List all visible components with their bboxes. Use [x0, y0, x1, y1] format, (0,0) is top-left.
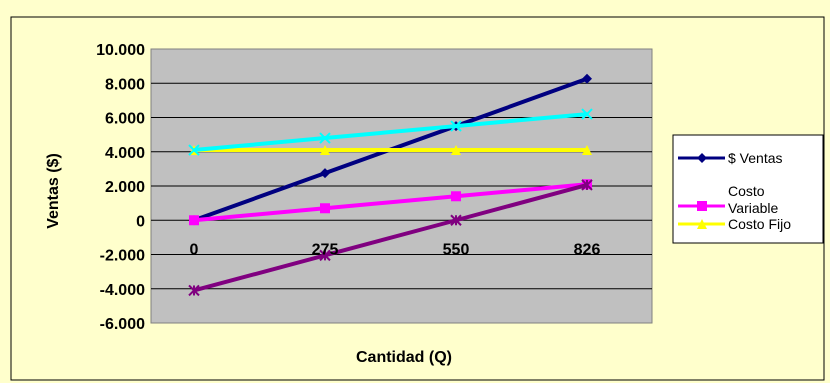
- x-tick-label: 826: [574, 241, 601, 258]
- y-tick-label: -6.000: [100, 316, 145, 333]
- y-tick-label: 0: [136, 213, 145, 230]
- x-axis-title: Cantidad (Q): [356, 349, 452, 366]
- y-tick-label: 2.000: [105, 179, 145, 196]
- data-point: [189, 215, 199, 226]
- data-point: [320, 203, 330, 214]
- series-4: [188, 179, 593, 297]
- data-point: [697, 201, 707, 211]
- legend-item: Costo Variable: [678, 183, 779, 216]
- x-tick-label: 275: [312, 241, 339, 258]
- chart-frame: [10, 16, 825, 381]
- y-tick-label: 8.000: [105, 76, 145, 93]
- y-tick-label: -4.000: [100, 282, 145, 299]
- series-3: [188, 108, 593, 156]
- y-tick-labels: 10.000 8.000 6.000 4.000 2.000 0 -2.000 -4.000 -…: [96, 42, 145, 333]
- legend-label: Costo Fijo: [728, 216, 791, 232]
- legend-item: Costo Fijo: [678, 216, 791, 232]
- series-line: [193, 183, 588, 293]
- series-line: [193, 112, 588, 153]
- y-tick-label: -2.000: [100, 248, 145, 265]
- data-point: [582, 73, 592, 84]
- data-point: [320, 168, 330, 179]
- data-point: [320, 145, 330, 156]
- data-point: [319, 249, 331, 262]
- y-tick-label: 6.000: [105, 111, 145, 128]
- legend-label: $ Ventas: [728, 150, 783, 166]
- data-point: [450, 120, 462, 132]
- data-point: [319, 132, 331, 144]
- y-axis-title: Ventas ($): [45, 153, 62, 229]
- series-line: [193, 182, 588, 223]
- data-point: [188, 144, 200, 156]
- x-tick-label: 0: [190, 241, 199, 258]
- data-point: [451, 145, 461, 156]
- data-point: [451, 191, 461, 202]
- x-tick-label: 550: [443, 241, 470, 258]
- legend-item: $ Ventas: [678, 150, 783, 166]
- series-layer: [188, 73, 593, 297]
- y-tick-label: 4.000: [105, 145, 145, 162]
- data-point: [581, 108, 593, 120]
- data-point: [582, 145, 592, 156]
- data-point: [450, 214, 462, 226]
- data-point: [697, 153, 707, 163]
- data-point: [697, 219, 707, 229]
- y-tick-label: 10.000: [96, 42, 145, 59]
- legend-label: Costo Variable: [728, 183, 779, 216]
- x-tick-labels: 0 275 550 826: [190, 241, 601, 258]
- data-point: [581, 179, 593, 191]
- data-point: [188, 284, 200, 297]
